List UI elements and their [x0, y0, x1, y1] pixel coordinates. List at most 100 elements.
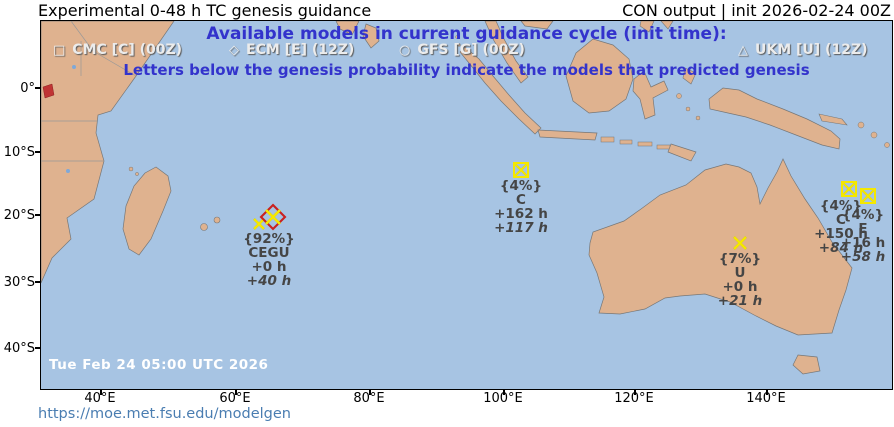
y-tick [35, 347, 40, 349]
island-solomons [870, 131, 878, 139]
genesis-label-4: {4%} C +150 h +84 h [814, 199, 868, 255]
genesis-time: +16 h [840, 235, 886, 251]
legend-label-cmc: CMC [C] (00Z) [72, 42, 183, 58]
island-nicobar [455, 35, 459, 39]
genesis-probability: {4%} [841, 207, 885, 223]
genesis-probability: {92%} [243, 231, 295, 247]
africa-highlight-region [42, 83, 55, 99]
diamond-icon: ◇ [229, 43, 239, 58]
square-icon: □ [53, 43, 66, 58]
y-axis-label-20s: 20°S [3, 208, 35, 223]
island-sri-lanka [362, 23, 380, 49]
boxed-x-icon [841, 181, 857, 197]
landmass-new-guinea [708, 87, 841, 150]
legend-label-gfs: GFS [G] (00Z) [417, 42, 525, 58]
island-lesser-sunda [656, 144, 671, 150]
circle-icon: ○ [399, 43, 411, 58]
island-nicobar [457, 43, 461, 47]
africa-country-borders [41, 21, 137, 162]
island-lesser-sunda [619, 139, 633, 145]
genesis-probability: {4%} [499, 178, 543, 194]
island-philippines [639, 21, 655, 33]
island-java [537, 129, 598, 141]
boxed-x-icon [513, 162, 529, 178]
banner-letters-note: Letters below the genesis probability in… [123, 61, 810, 79]
legend-item-ecm: ◇ ECM [E] (12Z) [229, 42, 354, 58]
x-axis-label-60e: 60°E [219, 391, 251, 406]
genesis-models: U [734, 265, 746, 281]
genesis-time: +0 h [251, 259, 287, 275]
genesis-extra-time: +58 h [840, 249, 886, 265]
modelgen-link[interactable]: https://moe.met.fsu.edu/modelgen [38, 406, 291, 422]
landmass-indochina [520, 21, 554, 30]
genesis-label-2: {4%} C +162 h +117 h [494, 179, 548, 235]
genesis-models: C [836, 212, 846, 228]
boxed-x-icon [860, 188, 876, 204]
island-mauritius [213, 216, 221, 224]
genesis-extra-time: +84 h [818, 240, 864, 256]
genesis-marker-icon-4 [840, 180, 858, 198]
x-tick [766, 390, 768, 395]
island-sulawesi [632, 70, 669, 120]
x-axis-label-100e: 100°E [483, 391, 523, 406]
genesis-label-1: {92%} CEGU +0 h +40 h [243, 232, 295, 288]
genesis-marker-icon-2 [512, 161, 530, 179]
island-borneo [565, 38, 634, 114]
island-solomons [857, 121, 865, 129]
island-reunion [200, 223, 208, 231]
legend-item-ukm: △ UKM [U] (12Z) [738, 42, 868, 58]
map-canvas: Available models in current guidance cyc… [40, 20, 893, 390]
legend-item-cmc: □ CMC [C] (00Z) [53, 42, 182, 58]
y-axis-label-30s: 30°S [3, 275, 35, 290]
x-icon [733, 236, 747, 250]
init-info: CON output | init 2026-02-24 00Z [622, 1, 891, 20]
island-tasmania [792, 354, 821, 375]
island-philippines [660, 21, 674, 30]
island-comoros [128, 166, 134, 172]
banner-available-models: Available models in current guidance cyc… [206, 24, 727, 44]
x-tick [503, 390, 505, 395]
lake [66, 169, 70, 173]
genesis-models: C [516, 192, 526, 208]
genesis-time: +150 h [814, 226, 868, 242]
island-sumatra [459, 46, 542, 135]
island-halmahera [682, 67, 697, 85]
page-title: Experimental 0-48 h TC genesis guidance [38, 1, 372, 20]
x-tick [369, 390, 371, 395]
island-lesser-sunda [637, 141, 653, 147]
x-axis-label-140e: 140°E [746, 391, 786, 406]
island-solomons [884, 142, 890, 148]
y-tick [35, 281, 40, 283]
y-axis-label-40s: 40°S [3, 341, 35, 356]
island-comoros [135, 172, 139, 176]
genesis-marker-icon-5 [859, 187, 877, 205]
landmass-madagascar [122, 166, 172, 256]
triangle-icon: △ [738, 43, 748, 58]
x-axis-label-80e: 80°E [353, 391, 385, 406]
legend-label-ukm: UKM [U] (12Z) [755, 42, 868, 58]
y-tick [35, 87, 40, 89]
x-tick [100, 390, 102, 395]
island-new-britain [818, 113, 848, 126]
genesis-probability: {4%} [819, 198, 863, 214]
diamond-icon [259, 203, 287, 231]
y-tick [35, 214, 40, 216]
island-moluccas [676, 93, 682, 99]
genesis-marker-icon-3 [732, 235, 748, 251]
genesis-label-3: {7%} U +0 h +21 h [718, 252, 762, 308]
y-axis-label-0: 0° [20, 81, 35, 96]
genesis-marker-icon-1 [249, 202, 289, 236]
island-moluccas [685, 106, 691, 112]
y-tick [35, 151, 40, 153]
x-axis-label-40e: 40°E [84, 391, 116, 406]
genesis-extra-time: +21 h [717, 293, 763, 309]
island-timor [667, 143, 697, 162]
x-tick [634, 390, 636, 395]
island-moluccas [695, 115, 701, 121]
map-timestamp: Tue Feb 24 05:00 UTC 2026 [49, 357, 269, 373]
genesis-extra-time: +40 h [246, 273, 292, 289]
genesis-models: E [858, 221, 868, 237]
y-axis-label-10s: 10°S [3, 145, 35, 160]
x-icon [265, 209, 281, 225]
